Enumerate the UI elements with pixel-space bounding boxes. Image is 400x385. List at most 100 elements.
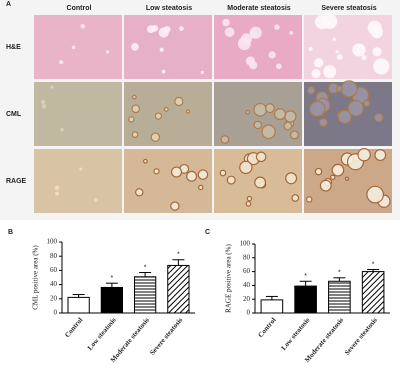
histology-texture: [340, 80, 358, 98]
y-tick-label: 40: [243, 281, 251, 289]
y-tick-label: 80: [243, 253, 251, 261]
histology-texture: [179, 26, 184, 31]
histology-texture: [255, 151, 267, 163]
row-label: H&E: [6, 44, 21, 51]
histology-texture: [261, 124, 276, 140]
histology-texture: [237, 37, 251, 51]
significance-marker: *: [372, 261, 375, 268]
column-label: Low steatosis: [146, 5, 192, 12]
histology-texture: [174, 96, 184, 107]
histology-texture: [274, 108, 287, 121]
bar: [100, 286, 124, 314]
histology-texture: [337, 109, 352, 125]
histology-texture: [224, 27, 235, 37]
histology-texture: [352, 43, 366, 57]
histology-image: [214, 15, 302, 79]
histology-texture: [308, 46, 313, 52]
histology-texture: [344, 176, 350, 181]
x-tick-label: Severe steatosis: [148, 316, 184, 357]
significance-marker: *: [338, 270, 341, 277]
histology-texture: [151, 24, 159, 32]
significance-marker: *: [144, 264, 147, 271]
histology-texture: [245, 200, 252, 207]
histology-texture: [186, 170, 198, 182]
histology-texture: [254, 176, 267, 189]
y-axis-label: RAGE positive area (%): [225, 244, 233, 313]
histology-texture: [131, 131, 139, 138]
x-tick-label: Low steatosis: [86, 316, 118, 352]
y-tick-label: 100: [240, 240, 251, 248]
significance-marker: *: [111, 275, 114, 282]
histology-texture: [318, 117, 329, 128]
y-tick-label: 60: [50, 266, 58, 274]
histology-texture: [249, 61, 258, 70]
panel-label: C: [205, 229, 210, 236]
histology-texture: [220, 135, 230, 144]
histology-texture: [363, 99, 371, 108]
histology-texture: [143, 158, 148, 164]
y-tick-label: 40: [50, 280, 58, 288]
histology-texture: [289, 130, 299, 140]
histology-texture: [367, 20, 382, 36]
histology-texture: [94, 198, 98, 202]
histology-texture: [311, 68, 321, 78]
row-label: RAGE: [6, 178, 27, 185]
bar: [260, 299, 284, 314]
histology-texture: [305, 196, 313, 203]
histology-texture: [335, 50, 339, 54]
histology-texture: [323, 65, 337, 79]
column-label: Moderate steatosis: [227, 5, 291, 12]
y-tick-label: 0: [247, 309, 251, 317]
bar: [133, 276, 157, 314]
histology-texture: [285, 172, 298, 185]
histology-texture: [161, 69, 166, 74]
histology-texture: [336, 54, 343, 61]
bar: [67, 296, 90, 314]
histology-texture: [79, 167, 83, 171]
histology-image: [34, 15, 122, 79]
bar: [167, 264, 190, 314]
histology-texture: [308, 100, 326, 118]
histology-texture: [154, 112, 163, 120]
histology-texture: [71, 45, 76, 50]
histology-texture: [306, 85, 316, 95]
y-tick-label: 20: [243, 295, 251, 303]
histology-texture: [314, 58, 324, 68]
y-tick-label: 60: [243, 267, 251, 275]
histology-image: [34, 82, 122, 146]
x-tick-label: Severe steatosis: [343, 316, 379, 357]
histology-texture: [54, 185, 60, 191]
histology-texture: [158, 27, 169, 38]
histology-texture: [372, 47, 382, 57]
histology-texture: [253, 120, 263, 130]
y-axis-label: CML positive area (%): [32, 245, 40, 310]
histology-texture: [319, 179, 332, 192]
histology-texture: [315, 14, 330, 30]
histology-texture: [249, 30, 258, 39]
bar: [361, 271, 385, 314]
histology-texture: [131, 104, 141, 114]
histology-texture: [200, 70, 204, 75]
histology-texture: [59, 60, 64, 65]
histology-texture: [239, 160, 253, 175]
histology-texture: [374, 149, 387, 162]
histology-texture: [40, 99, 46, 105]
column-label: Severe steatosis: [321, 5, 376, 12]
histology-texture: [219, 169, 227, 177]
histology-texture: [274, 24, 280, 30]
panel-label: A: [6, 1, 11, 8]
y-tick-label: 80: [50, 252, 58, 260]
histology-texture: [197, 169, 209, 180]
histology-texture: [284, 110, 297, 123]
histology-texture: [131, 43, 139, 51]
histology-texture: [185, 109, 191, 114]
histology-texture: [357, 147, 371, 162]
y-tick-label: 0: [54, 309, 58, 317]
histology-texture: [153, 168, 160, 175]
histology-texture: [135, 188, 144, 197]
histology-texture: [150, 132, 161, 142]
histology-texture: [222, 18, 230, 27]
y-tick-label: 20: [50, 294, 58, 302]
histology-texture: [289, 30, 294, 35]
